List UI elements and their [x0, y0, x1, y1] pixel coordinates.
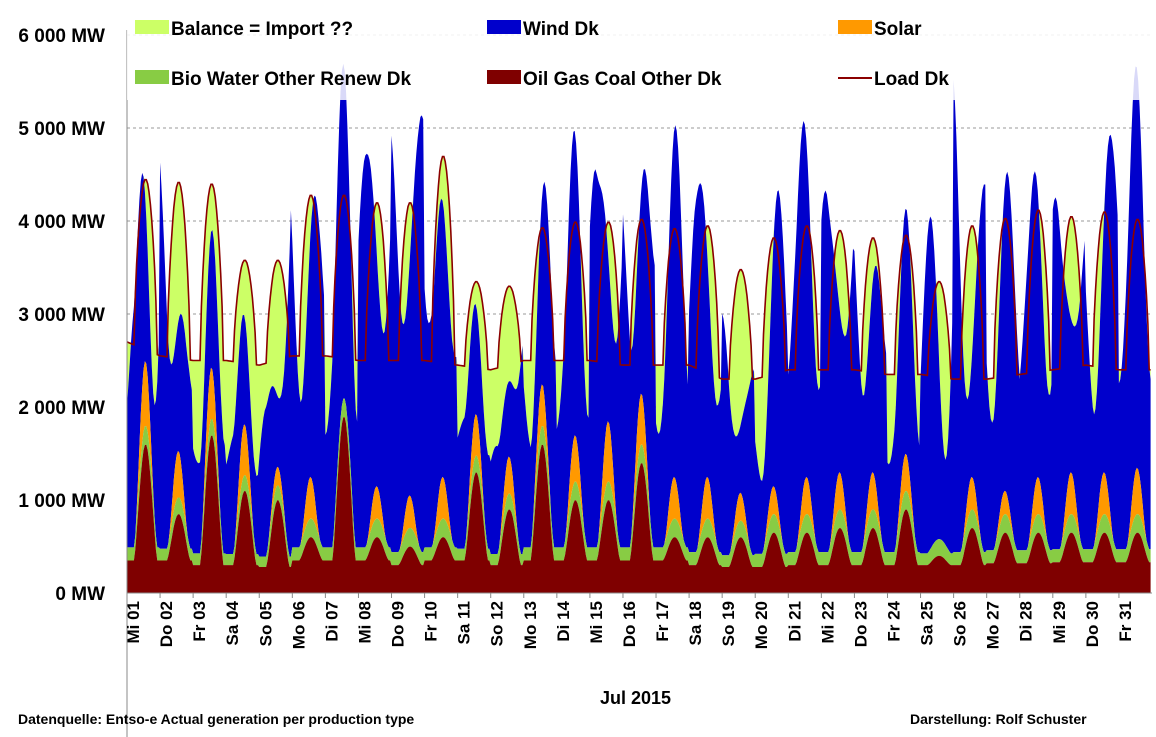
area-oil-gas-coal [127, 417, 1151, 593]
legend-swatch [487, 70, 521, 84]
x-tick-label: Mi 22 [818, 601, 837, 644]
x-tick-label: Mo 27 [984, 601, 1003, 649]
x-tick-label: Do 09 [389, 601, 408, 647]
y-tick-label: 2 000 MW [18, 398, 105, 419]
x-tick-label: Fr 24 [884, 600, 903, 641]
x-tick-label: So 19 [719, 601, 738, 646]
legend-swatch [487, 20, 521, 34]
x-tick-label: Mo 20 [752, 601, 771, 649]
legend-label: Bio Water Other Renew Dk [171, 69, 411, 90]
load-line [126, 155, 1151, 380]
y-axis-ticks: 0 MW 1 000 MW 2 000 MW 3 000 MW 4 000 MW 5 00… [18, 26, 1152, 737]
legend-label: Wind Dk [523, 19, 599, 40]
x-tick-label: So 12 [488, 601, 507, 646]
y-tick-label: 0 MW [55, 584, 105, 605]
x-tick-label: Sa 04 [223, 600, 242, 645]
x-axis-ticks: Mi 01 Do 02 Fr 03 Sa 04 So 05 Mo 06 Di 07 Mi 08… [124, 593, 1135, 649]
x-tick-label: Do 02 [157, 601, 176, 647]
x-tick-label: So 26 [951, 601, 970, 646]
legend-background [127, 0, 1156, 100]
x-tick-label: Mo 06 [289, 601, 308, 649]
x-tick-label: So 05 [256, 601, 275, 646]
legend-label: Oil Gas Coal Other Dk [523, 69, 722, 90]
author-credit: Darstellung: Rolf Schuster [910, 711, 1087, 727]
y-tick-label: 5 000 MW [18, 119, 105, 140]
x-tick-label: Mi 01 [124, 601, 143, 644]
legend-label: Load Dk [874, 69, 949, 90]
x-axis-label: Jul 2015 [600, 688, 672, 708]
x-tick-label: Fr 17 [653, 601, 672, 642]
x-tick-label: Fr 03 [190, 601, 209, 642]
x-tick-label: Mi 29 [1050, 601, 1069, 644]
x-tick-label: Fr 10 [422, 601, 441, 642]
x-tick-label: Sa 11 [455, 601, 474, 645]
legend-swatch [135, 20, 169, 34]
legend-swatch [135, 70, 169, 84]
x-tick-label: Do 16 [620, 601, 639, 647]
y-tick-label: 3 000 MW [18, 305, 105, 326]
x-tick-label: Di 14 [554, 600, 573, 641]
x-tick-label: Do 23 [851, 601, 870, 647]
data-source-note: Datenquelle: Entso-e Actual generation p… [18, 711, 415, 727]
area-wind [127, 63, 1151, 557]
y-tick-label: 6 000 MW [18, 26, 105, 47]
legend-label: Balance = Import ?? [171, 19, 353, 40]
x-tick-label: Sa 18 [686, 601, 705, 645]
legend: Balance = Import ?? Wind Dk Solar Bio Water… [127, 0, 1156, 100]
x-tick-label: Mi 08 [355, 601, 374, 644]
y-tick-label: 1 000 MW [18, 491, 105, 512]
x-tick-label: Di 28 [1017, 601, 1036, 642]
area-balance-import [127, 63, 1151, 482]
legend-label: Solar [874, 19, 922, 40]
area-bio-water-other [127, 398, 1151, 567]
y-tick-label: 4 000 MW [18, 212, 105, 233]
x-tick-label: Do 30 [1083, 601, 1102, 647]
legend-swatch [838, 20, 872, 34]
x-tick-label: Di 07 [322, 601, 341, 642]
x-tick-label: Sa 25 [918, 601, 937, 645]
x-tick-label: Di 21 [785, 601, 804, 642]
load-line-path [126, 155, 1151, 380]
x-tick-label: Mo 13 [521, 601, 540, 649]
x-tick-label: Mi 15 [587, 601, 606, 644]
x-tick-label: Fr 31 [1116, 601, 1135, 642]
stacked-areas [127, 63, 1151, 593]
